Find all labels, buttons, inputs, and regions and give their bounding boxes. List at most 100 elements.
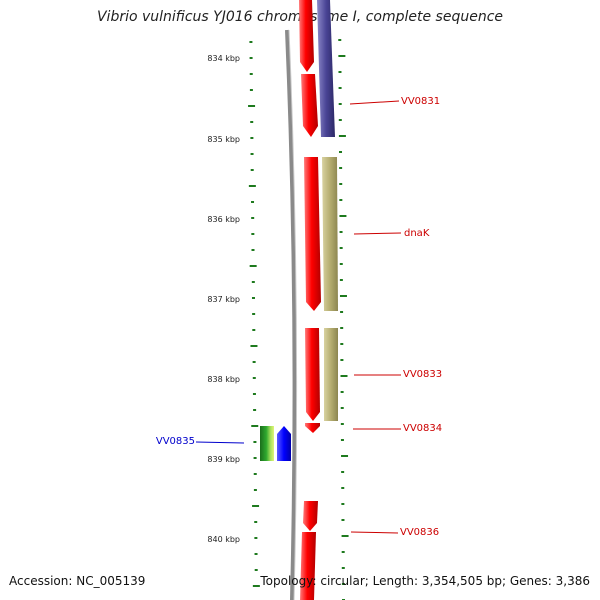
gene-arrow-vv0836 — [303, 501, 318, 531]
ruler-major-tick — [252, 505, 260, 507]
ruler-minor-tick — [249, 73, 253, 75]
ruler-major-tick — [339, 295, 347, 297]
ruler-minor-tick — [339, 151, 343, 153]
ruler-minor-tick — [249, 41, 253, 43]
ruler-minor-tick — [340, 311, 344, 313]
ruler-minor-tick — [339, 199, 343, 201]
ruler-major-tick — [340, 375, 348, 377]
ruler-minor-tick — [340, 407, 344, 409]
ruler-major-tick — [341, 535, 349, 537]
ruler-minor-tick — [339, 247, 343, 249]
ruler-minor-tick — [254, 553, 258, 555]
ruler-minor-tick — [340, 423, 344, 425]
ruler-minor-tick — [251, 201, 255, 203]
genome-info-text: Topology: circular; Length: 3,354,505 bp… — [260, 574, 590, 588]
ruler-label-835: 835 kbp — [207, 135, 240, 144]
gene-label-vv0831[interactable]: VV0831 — [401, 96, 440, 107]
ruler-minor-tick — [340, 327, 344, 329]
ruler-minor-tick — [340, 391, 344, 393]
cds-block-olive-vv0833 — [324, 328, 338, 421]
leader-vv0831 — [349, 100, 400, 105]
position-ruler-right — [338, 39, 349, 600]
ruler-major-tick — [248, 185, 256, 187]
cds-block-purple — [317, 0, 335, 137]
ruler-label-834: 834 kbp — [207, 54, 240, 63]
gene-arrow-dnak — [304, 157, 321, 311]
ruler-minor-tick — [254, 521, 258, 523]
ruler-minor-tick — [339, 263, 343, 265]
reverse-feature-group — [260, 426, 291, 461]
ruler-minor-tick — [341, 503, 345, 505]
ruler-minor-tick — [338, 119, 342, 121]
ruler-minor-tick — [339, 231, 343, 233]
ruler-major-tick — [248, 105, 256, 107]
chromosome-backbone — [285, 29, 297, 600]
ruler-minor-tick — [338, 71, 342, 73]
ruler-minor-tick — [251, 281, 255, 283]
ruler-major-tick — [338, 55, 346, 57]
ruler-minor-tick — [251, 249, 255, 251]
ruler-label-840: 840 kbp — [207, 535, 240, 544]
ruler-minor-tick — [339, 167, 343, 169]
ruler-minor-tick — [254, 569, 258, 571]
ruler-label-838: 838 kbp — [207, 375, 240, 384]
ruler-minor-tick — [340, 359, 344, 361]
ruler-minor-tick — [252, 377, 256, 379]
ruler-label-839: 839 kbp — [207, 455, 240, 464]
ruler-minor-tick — [341, 487, 345, 489]
ruler-minor-tick — [340, 343, 344, 345]
ruler-minor-tick — [338, 87, 342, 89]
ruler-minor-tick — [251, 233, 255, 235]
ruler-minor-tick — [253, 473, 257, 475]
ruler-minor-tick — [338, 103, 342, 105]
ruler-minor-tick — [252, 313, 256, 315]
ruler-major-tick — [338, 135, 346, 137]
gene-label-vv0834[interactable]: VV0834 — [403, 423, 442, 434]
ruler-minor-tick — [341, 551, 345, 553]
ruler-minor-tick — [250, 137, 254, 139]
ruler-minor-tick — [341, 567, 345, 569]
ruler-major-tick — [251, 425, 259, 427]
ruler-minor-tick — [253, 441, 257, 443]
gene-arrow-vv0830 — [299, 0, 314, 72]
gene-label-vv0836[interactable]: VV0836 — [400, 527, 439, 538]
ruler-major-tick — [252, 585, 260, 587]
gene-label-vv0835[interactable]: VV0835 — [156, 436, 195, 447]
ruler-minor-tick — [251, 217, 255, 219]
chromosome-backbone-highlight — [288, 29, 298, 600]
ruler-minor-tick — [253, 409, 257, 411]
ruler-minor-tick — [338, 39, 342, 41]
leader-dnak — [353, 232, 402, 235]
feature-track-right — [317, 0, 338, 421]
feature-green-block — [260, 426, 274, 461]
leader-vv0836 — [350, 531, 399, 534]
ruler-minor-tick — [252, 393, 256, 395]
ruler-minor-tick — [249, 57, 253, 59]
position-ruler-left — [248, 41, 260, 587]
ruler-label-836: 836 kbp — [207, 215, 240, 224]
ruler-minor-tick — [252, 329, 256, 331]
ruler-minor-tick — [340, 439, 344, 441]
ruler-minor-tick — [341, 519, 345, 521]
cds-block-olive-dnak — [322, 157, 338, 311]
forward-gene-track — [299, 0, 321, 600]
ruler-minor-tick — [341, 583, 345, 585]
ruler-major-tick — [250, 345, 258, 347]
ruler-minor-tick — [253, 457, 257, 459]
ruler-minor-tick — [339, 279, 343, 281]
gene-arrow-vv0837 — [300, 532, 316, 600]
ruler-minor-tick — [252, 361, 256, 363]
gene-label-dnak[interactable]: dnaK — [404, 228, 430, 239]
gene-label-vv0833[interactable]: VV0833 — [403, 369, 442, 380]
ruler-minor-tick — [250, 153, 254, 155]
ruler-minor-tick — [249, 89, 253, 91]
ruler-minor-tick — [254, 537, 258, 539]
gene-arrow-vv0834 — [305, 423, 320, 433]
ruler-label-837: 837 kbp — [207, 295, 240, 304]
ruler-major-tick — [341, 455, 349, 457]
ruler-minor-tick — [341, 471, 345, 473]
label-leaders — [195, 100, 402, 534]
gene-arrow-vv0831 — [301, 74, 318, 137]
